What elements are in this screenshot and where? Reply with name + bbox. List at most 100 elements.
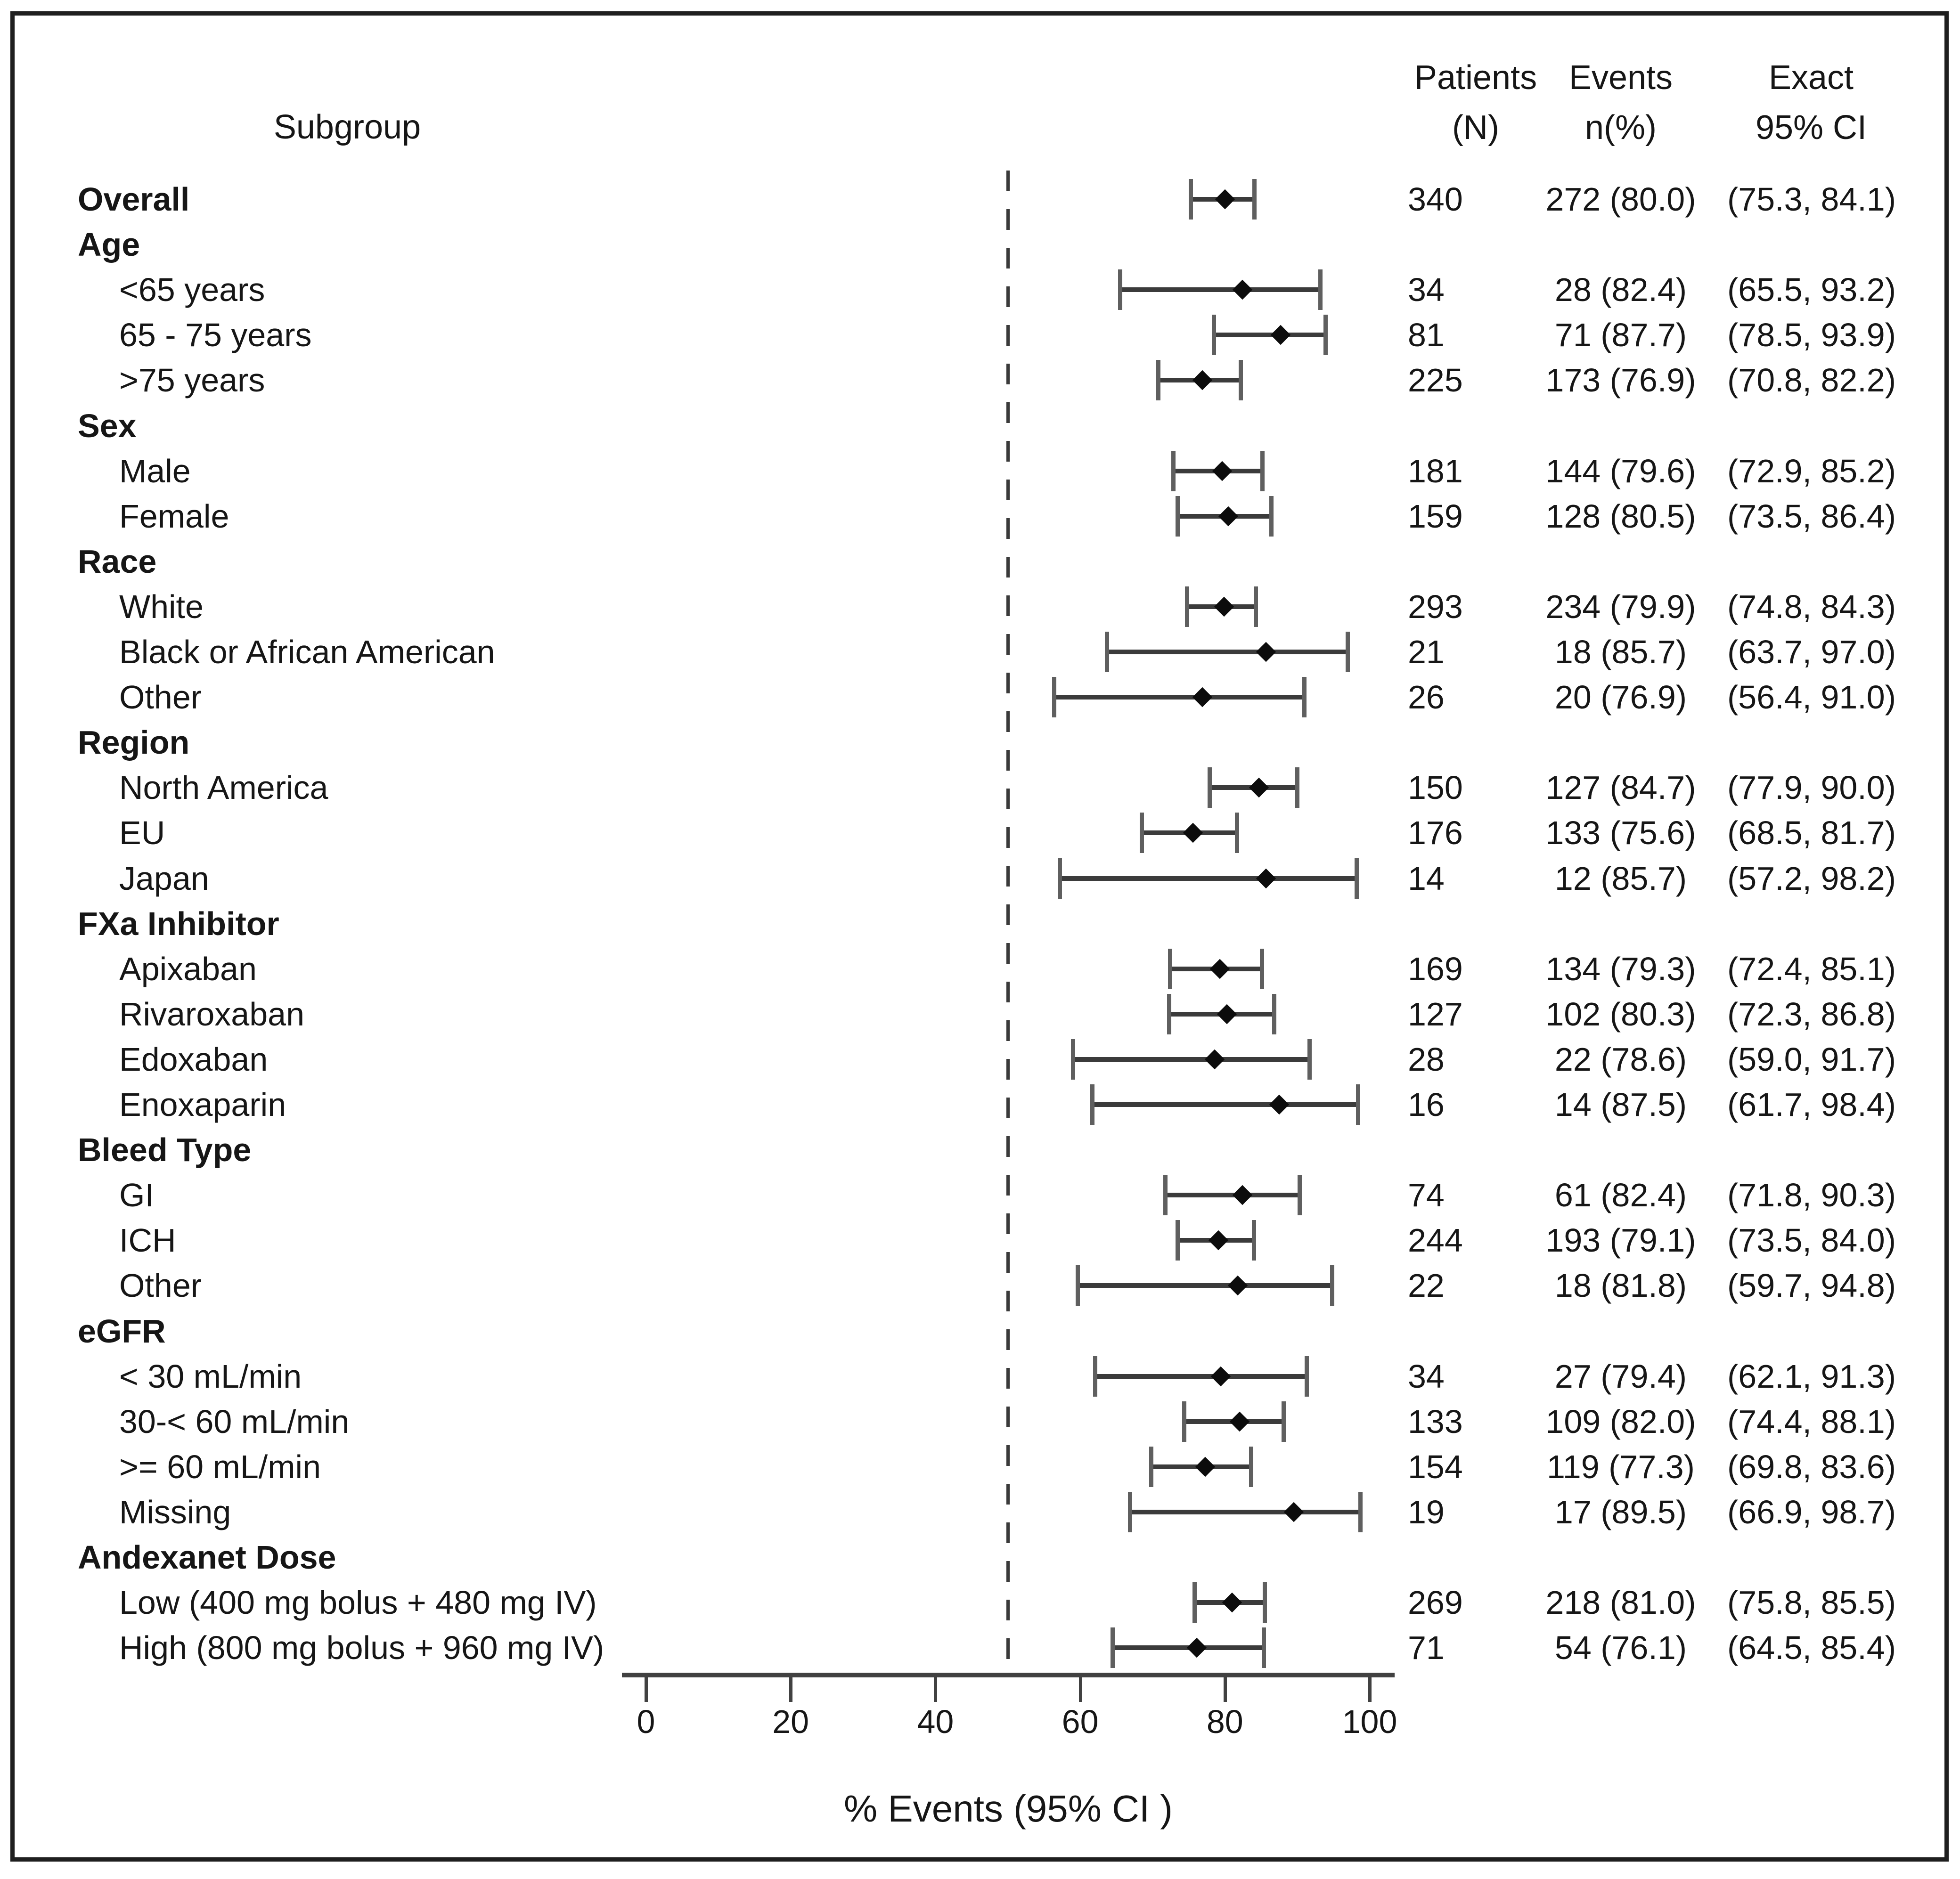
exact-ci-cell: (61.7, 98.4) bbox=[1727, 1086, 1896, 1123]
patients-n-cell: 159 bbox=[1408, 497, 1463, 535]
events-cell: 109 (82.0) bbox=[1545, 1403, 1696, 1440]
data-row: GI 74 61 (82.4) (71.8, 90.3) bbox=[0, 1172, 1960, 1218]
ci-cap-low bbox=[1212, 315, 1217, 356]
subgroup-label: Japan bbox=[119, 860, 209, 897]
x-axis-line bbox=[622, 1673, 1395, 1677]
events-cell: 27 (79.4) bbox=[1554, 1358, 1687, 1395]
section-label: Andexanet Dose bbox=[78, 1539, 336, 1576]
events-cell: 119 (77.3) bbox=[1547, 1448, 1695, 1485]
point-estimate-marker bbox=[1229, 1411, 1250, 1432]
ci-cap-low bbox=[1167, 993, 1172, 1034]
exact-ci-cell: (57.2, 98.2) bbox=[1727, 860, 1896, 897]
events-cell: 133 (75.6) bbox=[1545, 814, 1696, 852]
events-cell: 18 (85.7) bbox=[1554, 634, 1687, 670]
ci-cap-high bbox=[1262, 1627, 1266, 1668]
data-row: High (800 mg bolus + 960 mg IV) 71 54 (76.… bbox=[0, 1625, 1960, 1670]
x-tick-label: 40 bbox=[917, 1703, 954, 1740]
subgroup-label: Apixaban bbox=[119, 950, 257, 987]
data-row: ICH 244 193 (79.1) (73.5, 84.0) bbox=[0, 1218, 1960, 1263]
data-row: <65 years 34 28 (82.4) (65.5, 93.2) bbox=[0, 267, 1960, 312]
patients-n-cell: 14 bbox=[1408, 860, 1445, 897]
ci-cap-high bbox=[1295, 767, 1299, 808]
ci-line bbox=[1054, 695, 1305, 700]
exact-ci-cell: (62.1, 91.3) bbox=[1727, 1358, 1896, 1395]
data-row: White 293 234 (79.9) (74.8, 84.3) bbox=[0, 584, 1960, 629]
exact-ci-cell: (59.0, 91.7) bbox=[1727, 1041, 1896, 1078]
events-cell: 18 (81.8) bbox=[1554, 1267, 1687, 1304]
events-cell: 12 (85.7) bbox=[1554, 860, 1687, 897]
ci-cap-high bbox=[1323, 315, 1328, 356]
subgroup-label: Rivaroxaban bbox=[119, 995, 304, 1033]
point-estimate-marker bbox=[1215, 189, 1235, 210]
ci-cap-high bbox=[1249, 1446, 1253, 1487]
x-tick-label: 20 bbox=[772, 1703, 809, 1740]
x-tick-label: 60 bbox=[1062, 1703, 1099, 1740]
subgroup-label: >75 years bbox=[119, 362, 265, 399]
subgroup-label: Other bbox=[119, 679, 202, 716]
ci-cap-high bbox=[1260, 450, 1265, 491]
point-estimate-marker bbox=[1218, 506, 1239, 526]
ci-cap-low bbox=[1163, 1175, 1168, 1216]
ci-cap-high bbox=[1304, 1356, 1309, 1397]
data-row: >= 60 mL/min 154 119 (77.3) (69.8, 83.6) bbox=[0, 1444, 1960, 1489]
ci-cap-high bbox=[1252, 179, 1257, 220]
ci-cap-low bbox=[1182, 1401, 1187, 1442]
section-label: Region bbox=[78, 724, 190, 761]
data-row: < 30 mL/min 34 27 (79.4) (62.1, 91.3) bbox=[0, 1354, 1960, 1399]
ci-line bbox=[1092, 1102, 1358, 1107]
exact-ci-cell: (72.3, 86.8) bbox=[1727, 995, 1896, 1033]
section-row: Race bbox=[0, 539, 1960, 584]
patients-n-cell: 150 bbox=[1408, 769, 1463, 806]
ci-cap-low bbox=[1118, 269, 1122, 310]
point-estimate-marker bbox=[1192, 370, 1213, 390]
patients-n-cell: 21 bbox=[1408, 634, 1445, 670]
x-tick bbox=[1223, 1677, 1227, 1702]
ci-cap-high bbox=[1251, 1220, 1256, 1261]
ci-line bbox=[1078, 1283, 1332, 1288]
events-cell: 218 (81.0) bbox=[1545, 1584, 1696, 1621]
subgroup-label: 65 - 75 years bbox=[119, 317, 312, 354]
subgroup-label: EU bbox=[119, 814, 165, 852]
ci-cap-low bbox=[1171, 450, 1176, 491]
ci-cap-high bbox=[1302, 677, 1307, 718]
ci-cap-high bbox=[1330, 1265, 1334, 1306]
ci-cap-low bbox=[1176, 1220, 1180, 1261]
data-row: Low (400 mg bolus + 480 mg IV) 269 218 (81… bbox=[0, 1580, 1960, 1625]
exact-ci-cell: (65.5, 93.2) bbox=[1727, 271, 1896, 309]
subgroup-label: GI bbox=[119, 1177, 154, 1214]
patients-n-cell: 71 bbox=[1408, 1629, 1445, 1667]
data-row: North America 150 127 (84.7) (77.9, 90.0) bbox=[0, 765, 1960, 810]
events-cell: 17 (89.5) bbox=[1554, 1493, 1687, 1530]
data-row: Female 159 128 (80.5) (73.5, 86.4) bbox=[0, 494, 1960, 539]
x-tick-label: 80 bbox=[1206, 1703, 1243, 1740]
events-cell: 28 (82.4) bbox=[1554, 271, 1687, 309]
point-estimate-marker bbox=[1186, 1637, 1207, 1658]
ci-cap-high bbox=[1254, 586, 1258, 627]
point-estimate-marker bbox=[1212, 461, 1232, 481]
data-row: Edoxaban 28 22 (78.6) (59.0, 91.7) bbox=[0, 1037, 1960, 1082]
patients-column-header-line2: (N) bbox=[1452, 109, 1499, 146]
data-row: Japan 14 12 (85.7) (57.2, 98.2) bbox=[0, 856, 1960, 901]
exact-ci-cell: (72.4, 85.1) bbox=[1727, 950, 1896, 987]
subgroup-label: Other bbox=[119, 1267, 202, 1304]
ci-cap-high bbox=[1356, 1084, 1360, 1125]
ci-cap-high bbox=[1358, 1491, 1363, 1532]
point-estimate-marker bbox=[1209, 959, 1230, 979]
patients-n-cell: 16 bbox=[1408, 1086, 1445, 1123]
ci-cap-high bbox=[1281, 1401, 1286, 1442]
events-column-header-line2: n(%) bbox=[1584, 109, 1657, 146]
point-estimate-marker bbox=[1205, 1049, 1225, 1070]
ci-cap-low bbox=[1104, 632, 1109, 672]
exact-ci-cell: (56.4, 91.0) bbox=[1727, 679, 1896, 716]
point-estimate-marker bbox=[1183, 823, 1203, 843]
reference-line-50 bbox=[1006, 171, 1010, 1674]
ci-cap-low bbox=[1156, 360, 1160, 401]
events-cell: 128 (80.5) bbox=[1545, 497, 1696, 535]
exact-ci-cell: (71.8, 90.3) bbox=[1727, 1177, 1896, 1214]
ci-line bbox=[1107, 650, 1348, 654]
events-cell: 193 (79.1) bbox=[1545, 1222, 1696, 1259]
ci-cap-high bbox=[1318, 269, 1323, 310]
x-tick bbox=[789, 1677, 793, 1702]
events-cell: 127 (84.7) bbox=[1545, 769, 1696, 806]
exact-ci-cell: (74.8, 84.3) bbox=[1727, 588, 1896, 625]
